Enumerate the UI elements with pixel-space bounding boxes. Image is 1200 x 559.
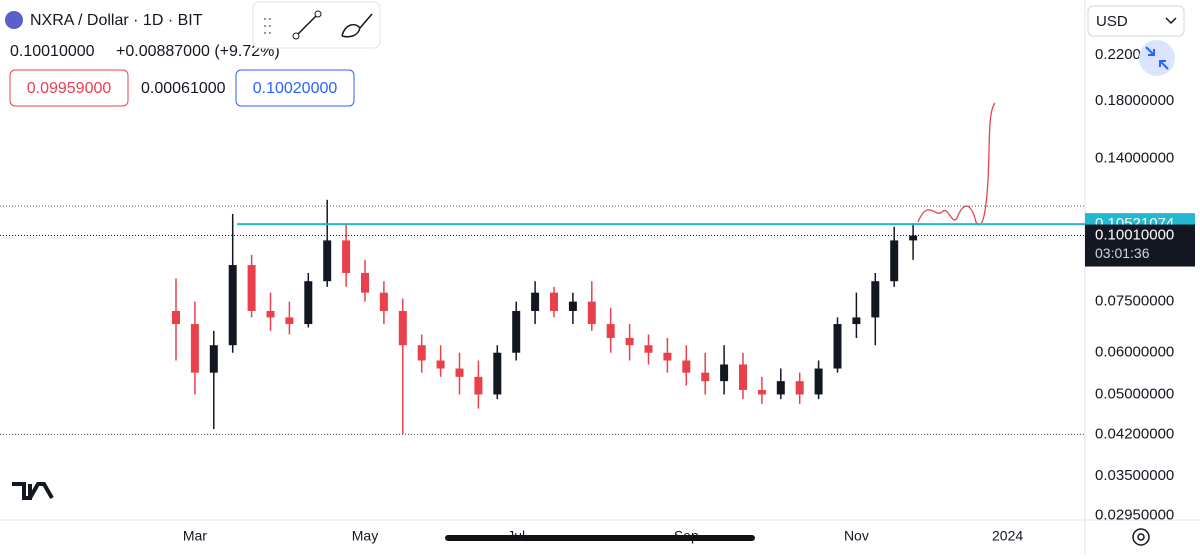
brush-tool[interactable] — [341, 13, 373, 38]
candle-body — [512, 310, 521, 353]
candle-body — [436, 360, 445, 369]
candle-body — [474, 376, 483, 395]
home-indicator — [445, 535, 755, 541]
candle-body — [398, 310, 407, 346]
y-tick-label: 0.06000000 — [1095, 344, 1174, 361]
candle-body — [228, 265, 237, 346]
y-tick-label: 0.04200000 — [1095, 425, 1174, 442]
currency: USD — [1096, 13, 1128, 30]
candle-body — [285, 317, 294, 325]
collapse-button[interactable] — [1139, 40, 1175, 76]
symbol-icon — [5, 11, 23, 29]
price-label-box — [1085, 224, 1195, 267]
x-tick-label: Sep — [674, 528, 699, 544]
logo — [12, 482, 54, 500]
candle-body — [890, 240, 899, 282]
candle-body — [455, 368, 464, 377]
candle-body — [531, 292, 540, 311]
line-tool-point — [292, 32, 300, 40]
candle-body — [606, 324, 615, 338]
candle-body — [493, 352, 502, 395]
candle-body — [361, 272, 369, 293]
candle-body — [644, 345, 653, 353]
candle-body — [172, 310, 180, 325]
x-tick-label: 2024 — [992, 528, 1023, 544]
currency-select[interactable] — [1087, 5, 1185, 37]
ask-button[interactable] — [235, 69, 355, 107]
drag-handle[interactable] — [264, 18, 271, 34]
x-tick-label: Mar — [183, 528, 207, 544]
candle-body — [550, 292, 558, 311]
dropdown-arrow — [1165, 17, 1177, 25]
candle-body — [379, 292, 388, 311]
symbol-title: NXRA / Dollar · 1D · BIT — [30, 12, 203, 29]
candle-body — [682, 360, 691, 373]
candle-body — [209, 345, 218, 373]
y-tick-label: 0.18000000 — [1095, 92, 1174, 109]
y-tick-label: 0.07500000 — [1095, 293, 1174, 310]
candle-body — [739, 364, 747, 390]
candle-body — [720, 364, 729, 382]
candle-body — [701, 372, 710, 382]
bid-button[interactable] — [9, 69, 129, 107]
x-tick-label: Nov — [844, 528, 869, 544]
candle-body — [795, 381, 804, 395]
settings-button[interactable] — [1132, 528, 1150, 546]
candle-body — [190, 324, 199, 373]
x-tick-label: Jul — [507, 528, 525, 544]
candle-body — [247, 265, 256, 311]
bid: 0.09959000 — [27, 80, 112, 97]
ask: 0.10020000 — [253, 80, 338, 97]
candle-body — [909, 235, 918, 241]
y-tick-label: 0.14000000 — [1095, 150, 1174, 167]
price: 0.10010000 — [10, 43, 95, 60]
line-tool-point — [314, 10, 322, 18]
candle-body — [871, 281, 880, 318]
candle-body — [776, 381, 785, 395]
candle-body — [266, 310, 275, 318]
candle-body — [304, 281, 313, 325]
candle-body — [323, 240, 332, 282]
candle-body — [663, 352, 672, 361]
drawing — [917, 102, 996, 226]
collapse-icon — [1145, 46, 1169, 70]
settings-icon — [1137, 533, 1145, 541]
change: +0.00887000 (+9.72%) — [116, 43, 280, 60]
y-tick-label: 0.05000000 — [1095, 385, 1174, 402]
candle-body — [587, 301, 596, 325]
candle-body — [852, 317, 861, 325]
y-tick-label: 0.03500000 — [1095, 467, 1174, 484]
candle-body — [757, 389, 766, 395]
candle-body — [417, 345, 426, 361]
x-tick-label: May — [352, 528, 378, 544]
candle-body — [833, 324, 842, 369]
countdown: 03:01:36 — [1095, 245, 1150, 261]
y-tick-label: 0.02950000 — [1095, 506, 1174, 523]
line-tool[interactable] — [295, 13, 319, 37]
candle-body — [625, 337, 634, 346]
spread: 0.00061000 — [141, 80, 226, 97]
toolbar-box — [252, 1, 381, 49]
candle-body — [568, 301, 577, 311]
toolbar — [252, 1, 381, 49]
price-label: 0.10010000 — [1095, 227, 1174, 244]
candle-body — [814, 368, 823, 395]
candle-body — [342, 240, 351, 273]
